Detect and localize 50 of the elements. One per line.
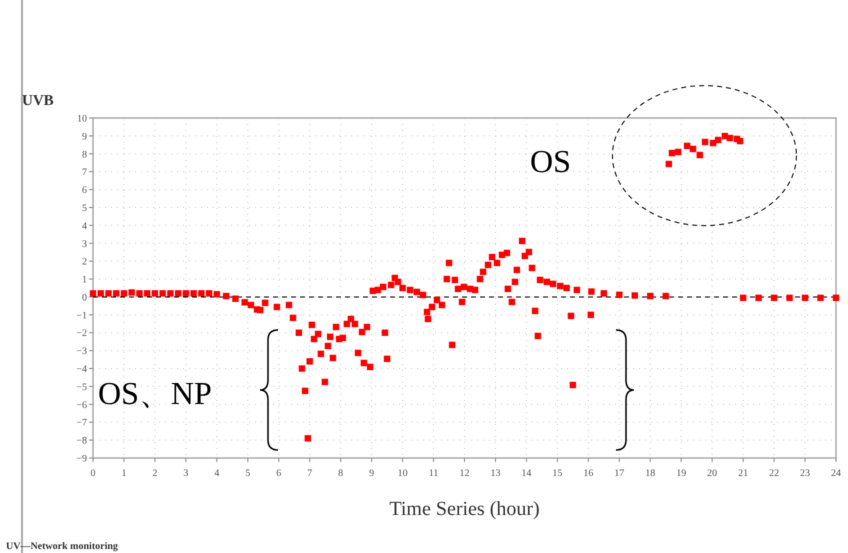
y-tick-label: 9 (82, 131, 87, 142)
x-tick-label: 17 (614, 468, 624, 479)
x-tick-label: 22 (769, 468, 780, 479)
x-axis-title: Time Series (hour) (389, 498, 540, 520)
y-tick-label: −2 (76, 328, 87, 340)
y-tick-label: −3 (76, 346, 87, 358)
x-tick-label: 11 (428, 468, 438, 479)
x-tick-label: 21 (738, 468, 748, 479)
x-tick-label: 16 (583, 468, 594, 479)
annotation: OS (530, 143, 571, 179)
y-tick-label: 10 (77, 114, 87, 124)
x-tick-label: 3 (183, 468, 188, 479)
y-tick-label: −6 (76, 400, 87, 411)
x-tick-label: 10 (398, 468, 408, 479)
x-tick-label: 0 (90, 468, 96, 479)
y-axis-title: UVB (22, 93, 54, 109)
x-tick-label: 24 (831, 468, 841, 479)
y-tick-label: −4 (76, 364, 87, 376)
y-tick-label: 4 (82, 220, 87, 232)
x-tick-label: 8 (338, 468, 344, 479)
x-tick-label: 20 (707, 468, 718, 479)
x-tick-label: 7 (307, 468, 312, 479)
x-tick-label: 18 (645, 468, 656, 479)
x-tick-label: 2 (152, 468, 158, 479)
x-tick-label: 13 (490, 468, 500, 479)
x-tick-label: 15 (552, 468, 562, 479)
y-tick-label: −1 (76, 310, 87, 322)
y-tick-label: 7 (82, 167, 87, 178)
y-tick-label: −5 (76, 382, 87, 393)
y-tick-label: 3 (82, 238, 87, 250)
y-tick-label: 0 (82, 292, 87, 304)
x-tick-label: 1 (121, 468, 126, 479)
text: UV—Network monitoring (6, 541, 118, 552)
y-tick-label: −7 (76, 418, 87, 429)
y-tick-label: 5 (82, 202, 87, 214)
x-tick-label: 5 (245, 468, 250, 479)
x-tick-label: 19 (676, 468, 686, 479)
y-tick-label: 1 (82, 274, 87, 286)
y-tick-label: 8 (82, 149, 87, 160)
x-tick-label: 6 (276, 468, 282, 479)
annotation: OS、NP (98, 375, 212, 411)
x-tick-label: 9 (369, 468, 374, 479)
x-tick-label: 4 (214, 468, 220, 479)
y-tick-label: −9 (76, 454, 87, 464)
y-tick-label: −8 (76, 436, 87, 447)
x-tick-label: 12 (460, 468, 470, 479)
x-tick-label: 23 (800, 468, 810, 479)
x-tick-label: 14 (521, 468, 532, 479)
y-tick-label: 2 (82, 256, 87, 268)
y-tick-label: 6 (82, 185, 87, 196)
